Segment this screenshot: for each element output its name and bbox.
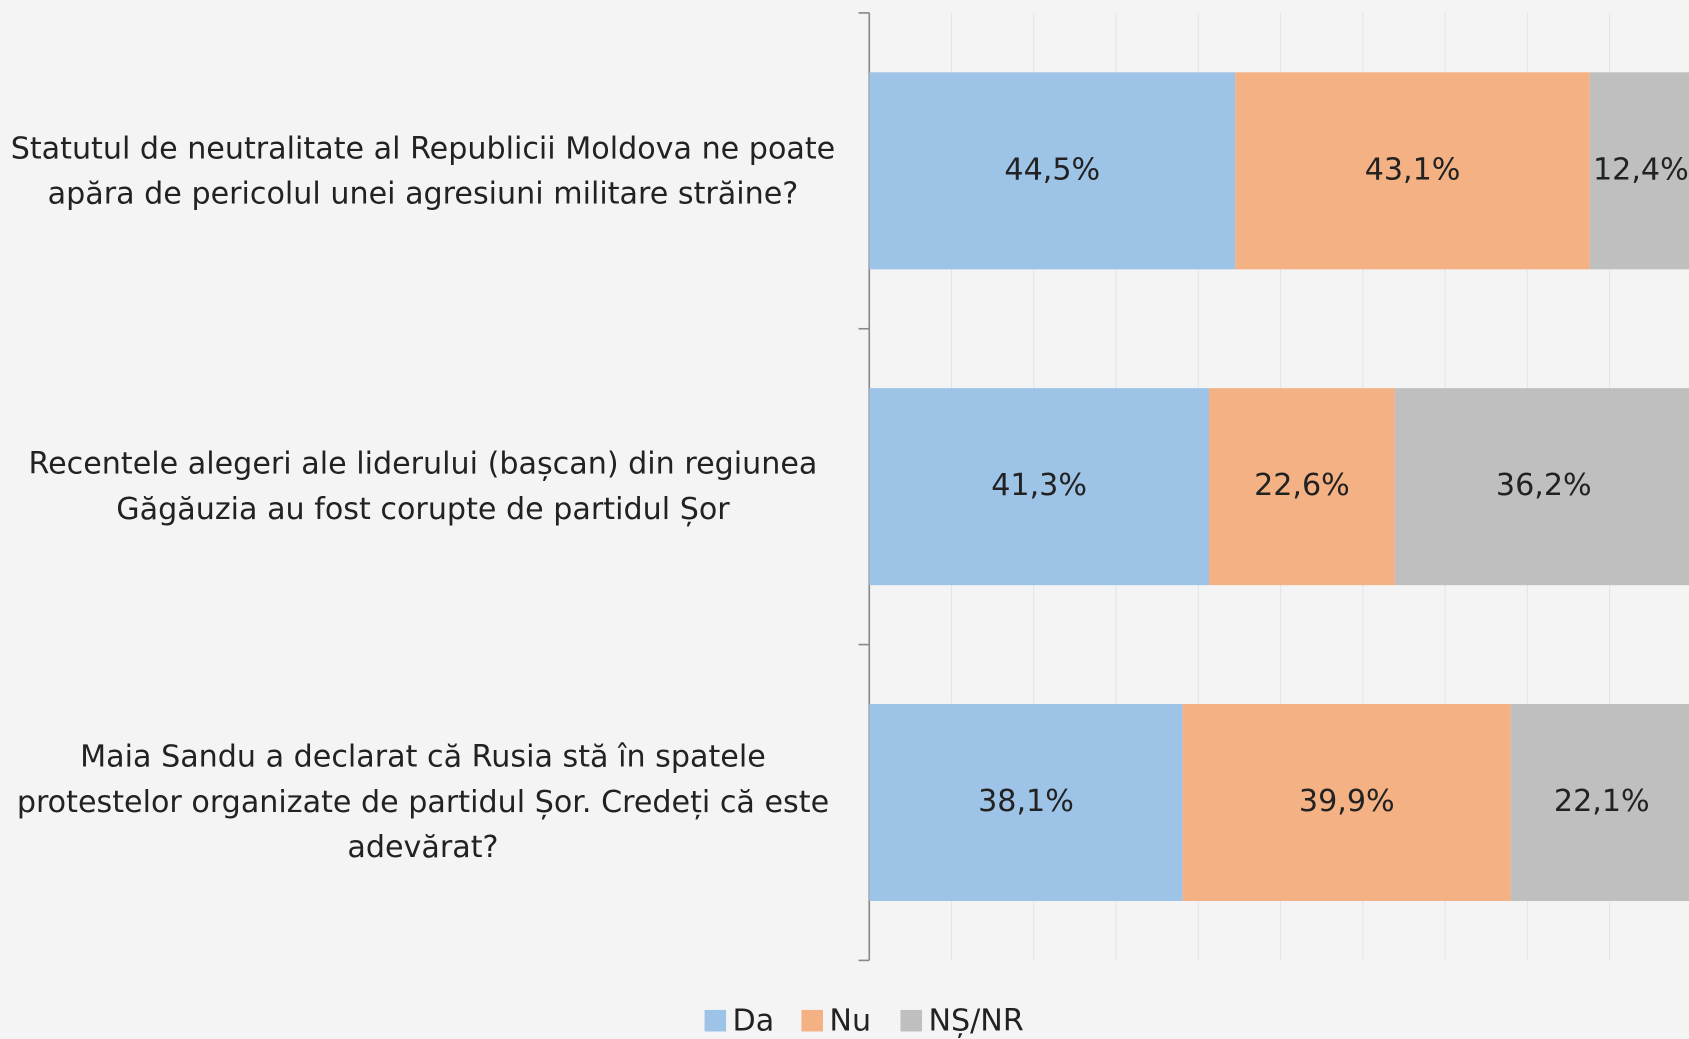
bar-segment xyxy=(1589,72,1689,270)
category-label: Recentele alegeri ale liderului (bașcan)… xyxy=(28,445,818,527)
category-label-box: Maia Sandu a declarat că Rusia stă în sp… xyxy=(16,738,830,865)
bar-segment xyxy=(1182,703,1511,902)
data-label: 22,1% xyxy=(1554,784,1650,819)
data-label: 41,3% xyxy=(991,468,1087,503)
category-label: Statutul de neutralitate al Republicii M… xyxy=(10,129,836,211)
data-label: 36,2% xyxy=(1496,468,1592,503)
bar-segment xyxy=(869,703,1183,902)
data-label: 22,6% xyxy=(1254,468,1350,503)
data-label: 44,5% xyxy=(1004,152,1100,187)
bar-segment xyxy=(1208,388,1395,586)
data-label: 43,1% xyxy=(1365,152,1461,187)
data-label: 38,1% xyxy=(978,784,1074,819)
category-label-box: Recentele alegeri ale liderului (bașcan)… xyxy=(28,445,818,527)
data-label: 39,9% xyxy=(1299,784,1395,819)
legend-label: Da xyxy=(733,1003,775,1038)
data-label: 12,4% xyxy=(1593,152,1689,187)
legend-label: NȘ/NR xyxy=(928,1003,1023,1038)
legend-swatch xyxy=(900,1009,923,1032)
legend-swatch xyxy=(801,1009,823,1032)
bar-segment xyxy=(869,388,1209,586)
legend-label: Nu xyxy=(829,1003,871,1038)
category-label-box: Statutul de neutralitate al Republicii M… xyxy=(10,129,836,211)
bar-segment xyxy=(1394,388,1689,586)
category-label: Maia Sandu a declarat că Rusia stă în sp… xyxy=(16,738,830,865)
bar-segment xyxy=(1235,72,1590,270)
legend-swatch xyxy=(704,1009,727,1032)
bar-segment xyxy=(1510,703,1689,902)
bar-segment xyxy=(869,72,1236,270)
